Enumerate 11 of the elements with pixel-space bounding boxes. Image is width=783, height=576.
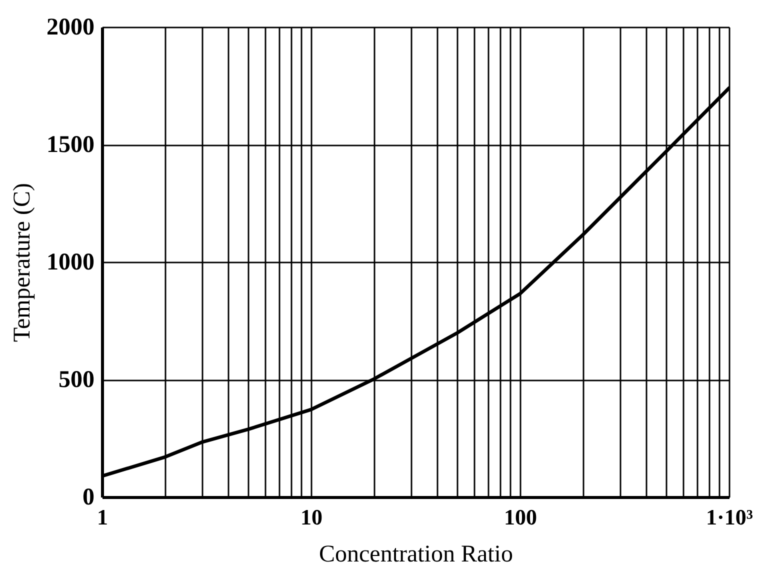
y-tick-label: 0	[82, 484, 94, 510]
x-tick-label: 1·10³	[706, 504, 754, 530]
y-tick-label: 1500	[46, 132, 94, 158]
y-axis-title: Temperature (C)	[10, 183, 36, 342]
y-tick-label: 1000	[46, 250, 94, 276]
x-tick-label: 100	[504, 504, 537, 530]
x-axis-title: Concentration Ratio	[319, 542, 513, 568]
x-tick-label: 1	[97, 504, 108, 530]
y-tick-label: 500	[58, 367, 94, 393]
y-tick-label: 2000	[46, 14, 94, 40]
x-tick-label: 10	[300, 504, 322, 530]
